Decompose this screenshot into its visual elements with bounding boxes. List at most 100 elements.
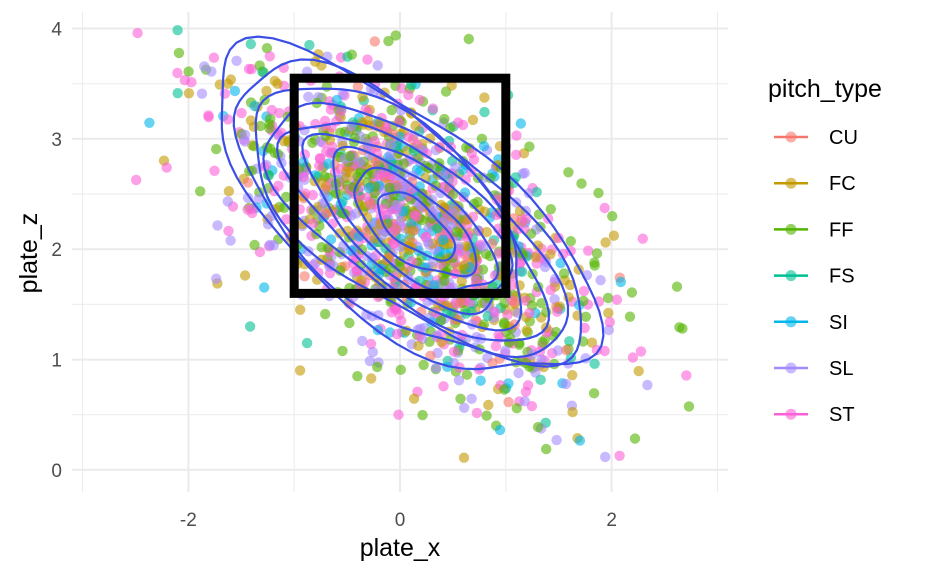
data-point: [307, 137, 318, 148]
legend-item-ff: FF: [774, 219, 853, 241]
data-point: [481, 410, 492, 421]
data-point: [509, 296, 520, 308]
legend-item-cu: CU: [774, 127, 858, 149]
data-point: [459, 402, 470, 413]
data-point: [254, 60, 265, 71]
data-point: [603, 307, 614, 319]
data-point: [458, 452, 470, 463]
data-point: [439, 275, 450, 287]
data-point: [511, 403, 522, 414]
data-point: [411, 139, 423, 150]
data-point: [386, 104, 397, 116]
legend-key-point: [785, 362, 797, 374]
data-point: [183, 66, 194, 77]
data-point: [364, 355, 376, 367]
data-point: [487, 358, 498, 369]
data-point: [489, 307, 500, 318]
data-point: [369, 36, 380, 47]
data-point: [674, 322, 685, 333]
data-point: [545, 284, 556, 296]
data-point: [478, 141, 490, 152]
data-point: [671, 281, 683, 292]
data-point: [490, 341, 502, 352]
data-point: [173, 47, 185, 59]
data-point: [144, 117, 155, 128]
data-point: [222, 114, 234, 125]
data-point: [161, 162, 172, 173]
data-points: [131, 25, 695, 463]
data-point: [222, 196, 233, 207]
data-point: [614, 450, 625, 461]
data-point: [223, 186, 235, 197]
data-point: [515, 257, 526, 268]
data-point: [212, 220, 223, 231]
data-point: [385, 139, 397, 150]
data-point: [523, 188, 535, 199]
data-point: [588, 388, 600, 399]
legend-key-point: [785, 131, 797, 143]
data-point: [457, 119, 469, 131]
data-point: [627, 352, 639, 363]
data-point: [266, 104, 277, 116]
data-point: [209, 165, 220, 176]
data-point: [437, 234, 449, 246]
data-point: [467, 114, 479, 126]
data-point: [479, 106, 490, 118]
data-point: [500, 345, 511, 356]
density-contour: [376, 191, 457, 262]
data-point: [172, 88, 183, 99]
data-point: [264, 239, 276, 251]
data-point: [586, 337, 598, 348]
data-point: [404, 234, 416, 246]
data-point: [460, 240, 472, 252]
data-point: [269, 75, 280, 87]
data-point: [239, 136, 251, 147]
data-point: [461, 369, 473, 380]
data-point: [448, 346, 460, 357]
data-point: [346, 49, 357, 60]
data-point: [599, 345, 610, 357]
data-point: [281, 214, 292, 225]
data-point: [337, 345, 348, 357]
data-point: [567, 370, 578, 381]
data-point: [611, 294, 623, 305]
data-point: [320, 130, 331, 142]
data-point: [541, 443, 552, 455]
x-axis-tick-labels: -2 0 2: [180, 510, 617, 531]
data-point: [403, 89, 414, 101]
data-point: [183, 88, 195, 99]
data-point: [477, 241, 489, 252]
data-point: [363, 182, 375, 194]
data-point: [551, 434, 562, 446]
data-point: [624, 311, 636, 322]
data-point: [545, 249, 556, 260]
legend-label: SL: [829, 358, 853, 380]
data-point: [394, 309, 405, 320]
data-point: [344, 151, 355, 162]
data-point: [466, 147, 477, 159]
data-point: [607, 211, 618, 222]
data-point: [265, 113, 276, 125]
data-point: [334, 228, 345, 239]
data-point: [262, 219, 274, 230]
data-point: [384, 182, 395, 194]
data-point: [417, 409, 428, 421]
data-point: [365, 199, 376, 210]
data-point: [421, 148, 432, 159]
y-axis-title: plate_z: [15, 213, 43, 294]
data-point: [564, 279, 576, 291]
data-point: [195, 186, 206, 197]
data-point: [372, 361, 383, 373]
data-point: [602, 292, 614, 304]
data-point: [383, 35, 394, 47]
data-point: [239, 270, 251, 281]
density-contour: [232, 58, 583, 368]
data-point: [511, 130, 522, 141]
y-tick-label: 3: [51, 130, 62, 151]
data-point: [485, 172, 496, 184]
data-point: [248, 121, 260, 132]
data-point: [372, 60, 383, 71]
legend-item-fc: FC: [774, 173, 856, 195]
data-point: [555, 257, 566, 269]
